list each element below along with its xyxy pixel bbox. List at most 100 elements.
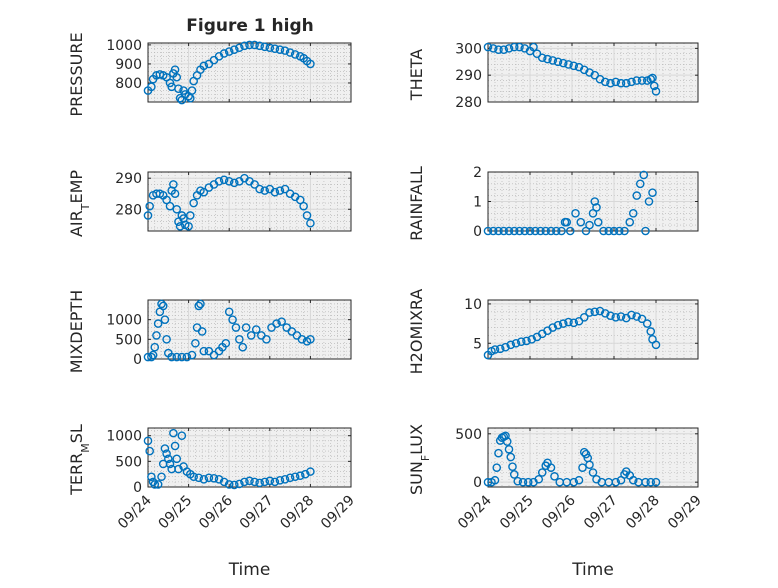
- data-point: [221, 338, 231, 348]
- subplot-h2omixra: 5 10 H2OMIXRA: [407, 289, 699, 374]
- data-point: [558, 319, 568, 328]
- data-point: [235, 479, 244, 489]
- data-point: [509, 42, 519, 52]
- data-point: [525, 226, 535, 236]
- data-point: [620, 226, 629, 236]
- data-point: [272, 319, 281, 328]
- y-tick-label: 2: [473, 165, 482, 181]
- data-point: [224, 177, 234, 186]
- data-point: [628, 208, 638, 218]
- axes-background: [148, 43, 351, 102]
- data-point: [172, 72, 182, 82]
- data-point: [214, 177, 224, 186]
- data-point: [163, 454, 173, 464]
- data-point: [644, 197, 654, 206]
- data-point: [147, 352, 156, 362]
- data-point: [160, 444, 170, 453]
- data-point: [231, 323, 241, 332]
- data-point: [147, 82, 156, 92]
- data-point: [306, 467, 315, 476]
- data-point: [611, 477, 621, 487]
- data-point: [523, 477, 533, 487]
- y-tick-label: 0: [473, 224, 482, 240]
- data-point: [162, 335, 171, 344]
- data-point: [579, 313, 589, 322]
- data-point: [150, 480, 160, 489]
- data-point: [616, 78, 626, 88]
- y-tick-label: 0: [133, 480, 142, 496]
- data-point: [184, 222, 193, 231]
- y-tick-label: 900: [115, 57, 142, 73]
- data-point: [270, 187, 280, 197]
- data-point: [569, 61, 579, 71]
- y-axis-label: THETA: [407, 49, 426, 101]
- y-tick-label: 500: [115, 454, 142, 470]
- data-point: [191, 338, 200, 348]
- major-grid: [488, 300, 698, 359]
- data-point: [571, 208, 580, 218]
- data-point: [224, 480, 234, 489]
- data-point: [295, 471, 305, 481]
- data-point: [522, 336, 531, 346]
- data-point: [262, 335, 271, 344]
- data-point: [551, 226, 561, 236]
- data-point: [506, 452, 516, 462]
- data-point: [569, 318, 579, 328]
- data-point: [219, 175, 229, 185]
- data-point: [290, 472, 300, 482]
- data-point: [219, 49, 229, 58]
- data-point: [635, 179, 645, 189]
- y-tick-label: 500: [115, 332, 142, 348]
- data-point: [548, 323, 558, 332]
- data-point: [641, 477, 650, 487]
- data-point: [224, 307, 234, 317]
- data-point: [509, 226, 519, 236]
- x-axis-label: Time: [228, 560, 271, 580]
- y-tick-label: 280: [455, 95, 482, 111]
- y-axis-label: RAINFALL: [407, 166, 426, 241]
- data-point: [251, 325, 261, 334]
- axes-box: [147, 42, 352, 103]
- y-axis-label: MIXDEPTH: [67, 290, 86, 373]
- data-point: [625, 217, 635, 227]
- axes-box: [147, 427, 352, 488]
- data-point: [255, 41, 264, 51]
- data-point: [177, 352, 187, 362]
- data-point: [488, 44, 498, 53]
- data-point: [516, 337, 526, 346]
- data-point: [537, 468, 547, 477]
- data-point: [632, 76, 642, 85]
- data-point: [306, 335, 315, 344]
- data-point: [162, 449, 171, 458]
- data-point: [578, 463, 587, 472]
- data-point: [152, 331, 161, 340]
- data-point: [562, 217, 572, 227]
- data-series: [143, 173, 315, 231]
- data-point: [648, 73, 657, 83]
- data-point: [170, 441, 180, 451]
- data-point: [235, 43, 244, 53]
- data-point: [515, 42, 524, 52]
- data-point: [143, 352, 153, 362]
- data-point: [306, 59, 315, 69]
- data-point: [593, 217, 603, 227]
- data-point: [483, 42, 493, 52]
- y-axis-label: SUNFLUX: [407, 424, 432, 495]
- y-tick-label: 5: [473, 336, 482, 352]
- data-point: [158, 301, 168, 311]
- data-point: [245, 476, 254, 486]
- data-point: [270, 44, 280, 54]
- data-point: [564, 317, 573, 327]
- y-tick-label: 1000: [106, 38, 142, 54]
- data-point: [565, 226, 575, 236]
- y-axis-label: AIRTEMP: [67, 170, 92, 237]
- data-point: [632, 191, 642, 200]
- data-point: [189, 198, 198, 208]
- data-series: [483, 431, 661, 487]
- data-point: [246, 331, 256, 340]
- data-point: [529, 42, 538, 52]
- data-point: [172, 352, 182, 362]
- data-point: [520, 226, 530, 236]
- data-point: [606, 78, 615, 88]
